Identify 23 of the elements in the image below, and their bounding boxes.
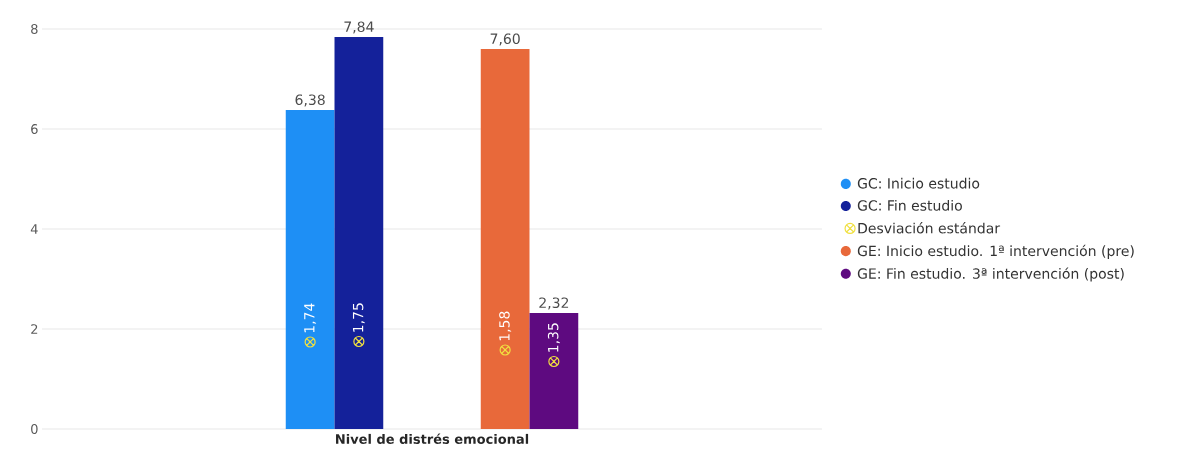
data-label: 7,84 [344,21,374,34]
y-tick-label: 0 [31,424,38,434]
point [304,336,316,348]
data-label: 1,58 [499,311,512,341]
legend-label: Desviación estándar [858,222,1001,234]
data-label: 1,35 [547,323,560,352]
point [499,344,511,356]
y-tick-label: 4 [30,224,38,234]
y-tick-label: 2 [31,324,38,334]
legend-label: GC: Fin estudio [857,199,962,211]
point [548,355,560,368]
data-label: 1,74 [304,303,317,333]
y-tick-label: 8 [31,24,38,34]
legend-label: GC: Inicio estudio [857,177,980,189]
data-label: 2,32 [539,297,569,310]
data-label: 6,38 [295,94,325,107]
legend-label: GE: Fin estudio. 3ª intervención (post) [857,267,1124,282]
point [353,335,365,348]
x-axis-title: Nivel de distrés emocional [336,433,529,444]
legend-label: GE: Inicio estudio. 1ª intervención (pre) [857,244,1134,259]
y-tick-label: 6 [31,124,38,134]
data-label: 1,75 [352,303,365,332]
data-label: 7,60 [490,33,520,46]
